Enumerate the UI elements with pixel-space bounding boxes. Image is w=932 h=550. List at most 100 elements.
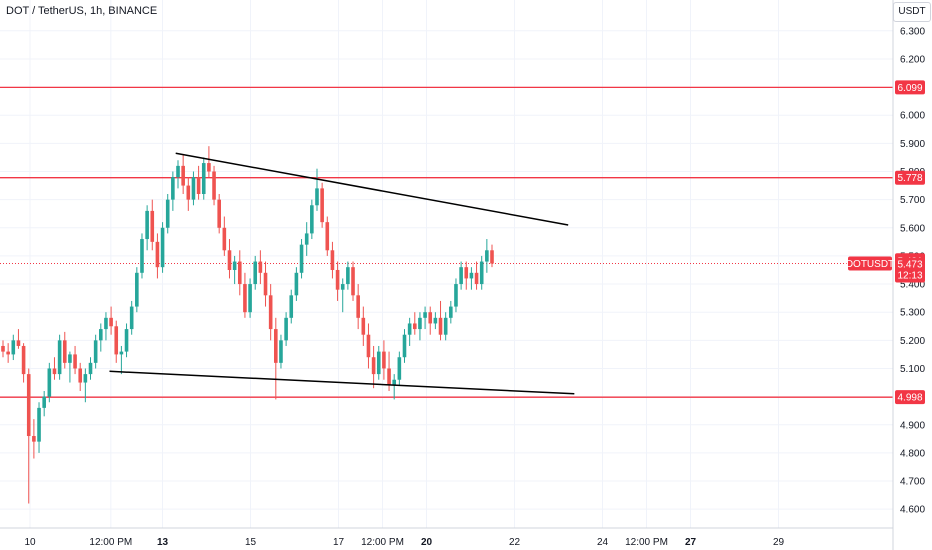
candle-body — [109, 317, 113, 327]
level-price-tag — [895, 170, 925, 185]
candle-body — [124, 329, 129, 352]
candle-body — [88, 362, 93, 375]
currency-label[interactable]: USDT — [893, 2, 931, 22]
candle-body — [243, 284, 247, 313]
candle-body — [479, 261, 484, 285]
candle-body — [464, 267, 469, 279]
candle-body — [412, 323, 417, 330]
candle-body — [351, 267, 355, 296]
candle-body — [6, 351, 10, 355]
candle-body — [330, 250, 335, 270]
candle-body — [129, 306, 134, 330]
level-price-label: 4.998 — [897, 393, 922, 404]
trend-line — [175, 152, 569, 226]
time-tick-label: 29 — [773, 537, 785, 548]
price-tick-label: 6.300 — [900, 26, 925, 37]
candle-body — [474, 272, 479, 285]
trend-lines — [109, 152, 575, 395]
candle-body — [299, 244, 304, 273]
candle-body — [114, 326, 119, 355]
time-tick-label: 24 — [597, 537, 609, 548]
time-tick-label: 12:00 PM — [361, 537, 404, 548]
candle-body — [433, 317, 438, 324]
candle-body — [310, 205, 314, 234]
candle-body — [438, 317, 443, 335]
candle-body — [284, 317, 288, 341]
last-price-label: 5.473 — [897, 260, 922, 271]
price-tick-label: 5.200 — [900, 336, 925, 347]
candle-body — [443, 317, 448, 335]
candle-body — [73, 354, 77, 369]
candle-body — [274, 329, 278, 363]
candle-body — [454, 284, 458, 307]
horizontal-levels — [0, 86, 893, 398]
candle-body — [201, 163, 206, 195]
candle-body — [407, 323, 412, 335]
candle-body — [135, 272, 139, 307]
candle-body — [387, 368, 391, 386]
candle-body — [279, 340, 283, 363]
time-axis[interactable]: 10 12:00 PM 13 15 17 12:00 PM 20 22 24 12:00 PM 27… — [0, 527, 893, 548]
candle-body — [304, 233, 309, 245]
candle-body — [361, 317, 366, 335]
candle-body — [335, 269, 340, 290]
price-tick-label: 5.400 — [900, 280, 925, 291]
candle-body — [289, 295, 294, 318]
level-price-tag — [895, 80, 925, 95]
time-tick-label: 12:00 PM — [625, 537, 668, 548]
price-tick-label: 5.700 — [900, 195, 925, 206]
candle-body — [207, 163, 211, 172]
candle-body — [449, 306, 453, 318]
candle-body — [155, 241, 160, 268]
candle-body — [176, 165, 180, 178]
candle-body — [32, 436, 36, 442]
symbol-title[interactable]: DOT / TetherUS, 1h, BINANCE — [6, 5, 158, 17]
price-tick-label: 4.900 — [900, 420, 925, 431]
time-tick-label: 13 — [157, 537, 169, 548]
candle-body — [325, 222, 330, 251]
candle-body — [392, 379, 397, 386]
price-tick-label: 5.900 — [900, 139, 925, 150]
candle-body — [346, 267, 350, 285]
symbol-tag-label: DOTUSDT — [846, 259, 894, 270]
candle-body — [83, 374, 88, 383]
time-tick-label: 15 — [245, 537, 257, 548]
candle-body — [47, 368, 52, 397]
candle-body — [232, 261, 237, 270]
price-tick-label: 4.600 — [900, 505, 925, 516]
candle-body — [418, 317, 422, 330]
candle-body — [1, 345, 5, 352]
candle-body — [98, 329, 103, 341]
candle-body — [315, 188, 319, 206]
candle-body — [52, 368, 57, 375]
candle-body — [227, 250, 232, 270]
candle-body — [150, 210, 155, 242]
price-tick-label: 5.600 — [900, 223, 925, 234]
candle-body — [371, 357, 376, 375]
candle-body — [268, 295, 273, 330]
candle-body — [402, 334, 407, 358]
candle-body — [165, 199, 170, 228]
candle-body — [16, 340, 21, 346]
trend-line — [109, 370, 575, 395]
price-tick-label: 6.000 — [900, 111, 925, 122]
price-tick-label: 6.200 — [900, 54, 925, 65]
candle-body — [382, 351, 386, 369]
last-price-tag — [895, 257, 925, 283]
candle-body — [485, 250, 489, 262]
candle-body — [263, 272, 268, 296]
candle-body — [11, 340, 16, 355]
price-tick-label: 5.100 — [900, 364, 925, 375]
candle-body — [248, 284, 252, 313]
countdown-label: 12:13 — [897, 271, 922, 282]
level-price-label: 6.099 — [897, 83, 922, 94]
candle-body — [490, 250, 494, 264]
candle-body — [459, 267, 463, 285]
candle-body — [366, 334, 371, 358]
candle-body — [423, 312, 427, 318]
candle-body — [160, 227, 165, 268]
candle-body — [62, 340, 67, 363]
time-tick-label: 10 — [24, 537, 36, 548]
